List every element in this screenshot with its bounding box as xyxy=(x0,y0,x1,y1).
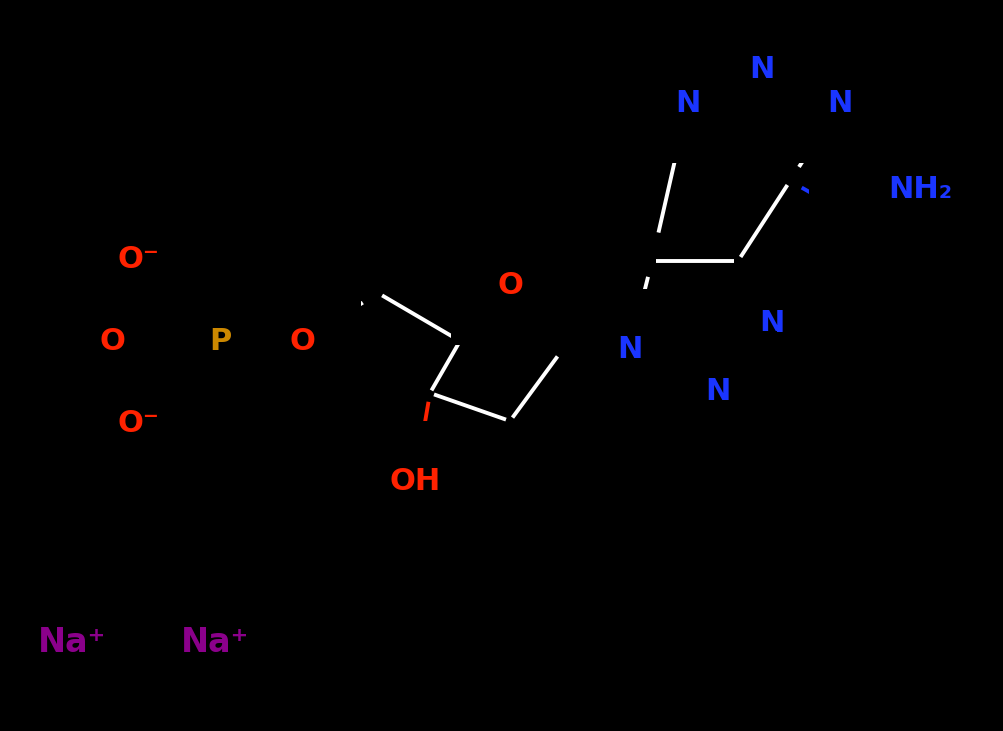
Text: P: P xyxy=(209,327,231,355)
Text: O: O xyxy=(99,327,124,355)
Text: O⁻: O⁻ xyxy=(117,244,158,273)
Text: N: N xyxy=(617,335,642,363)
Text: OH: OH xyxy=(389,466,440,496)
Text: N: N xyxy=(748,55,774,83)
Text: N: N xyxy=(855,211,880,240)
Text: O⁻: O⁻ xyxy=(117,409,158,437)
Text: Na⁺: Na⁺ xyxy=(38,626,106,659)
Text: O: O xyxy=(496,270,523,300)
Text: NH₂: NH₂ xyxy=(887,175,951,203)
Text: Na⁺: Na⁺ xyxy=(181,626,249,659)
Text: N: N xyxy=(826,88,852,118)
Text: N: N xyxy=(675,88,700,118)
Text: N: N xyxy=(758,308,784,338)
Text: O: O xyxy=(289,327,315,355)
Text: N: N xyxy=(705,376,730,406)
